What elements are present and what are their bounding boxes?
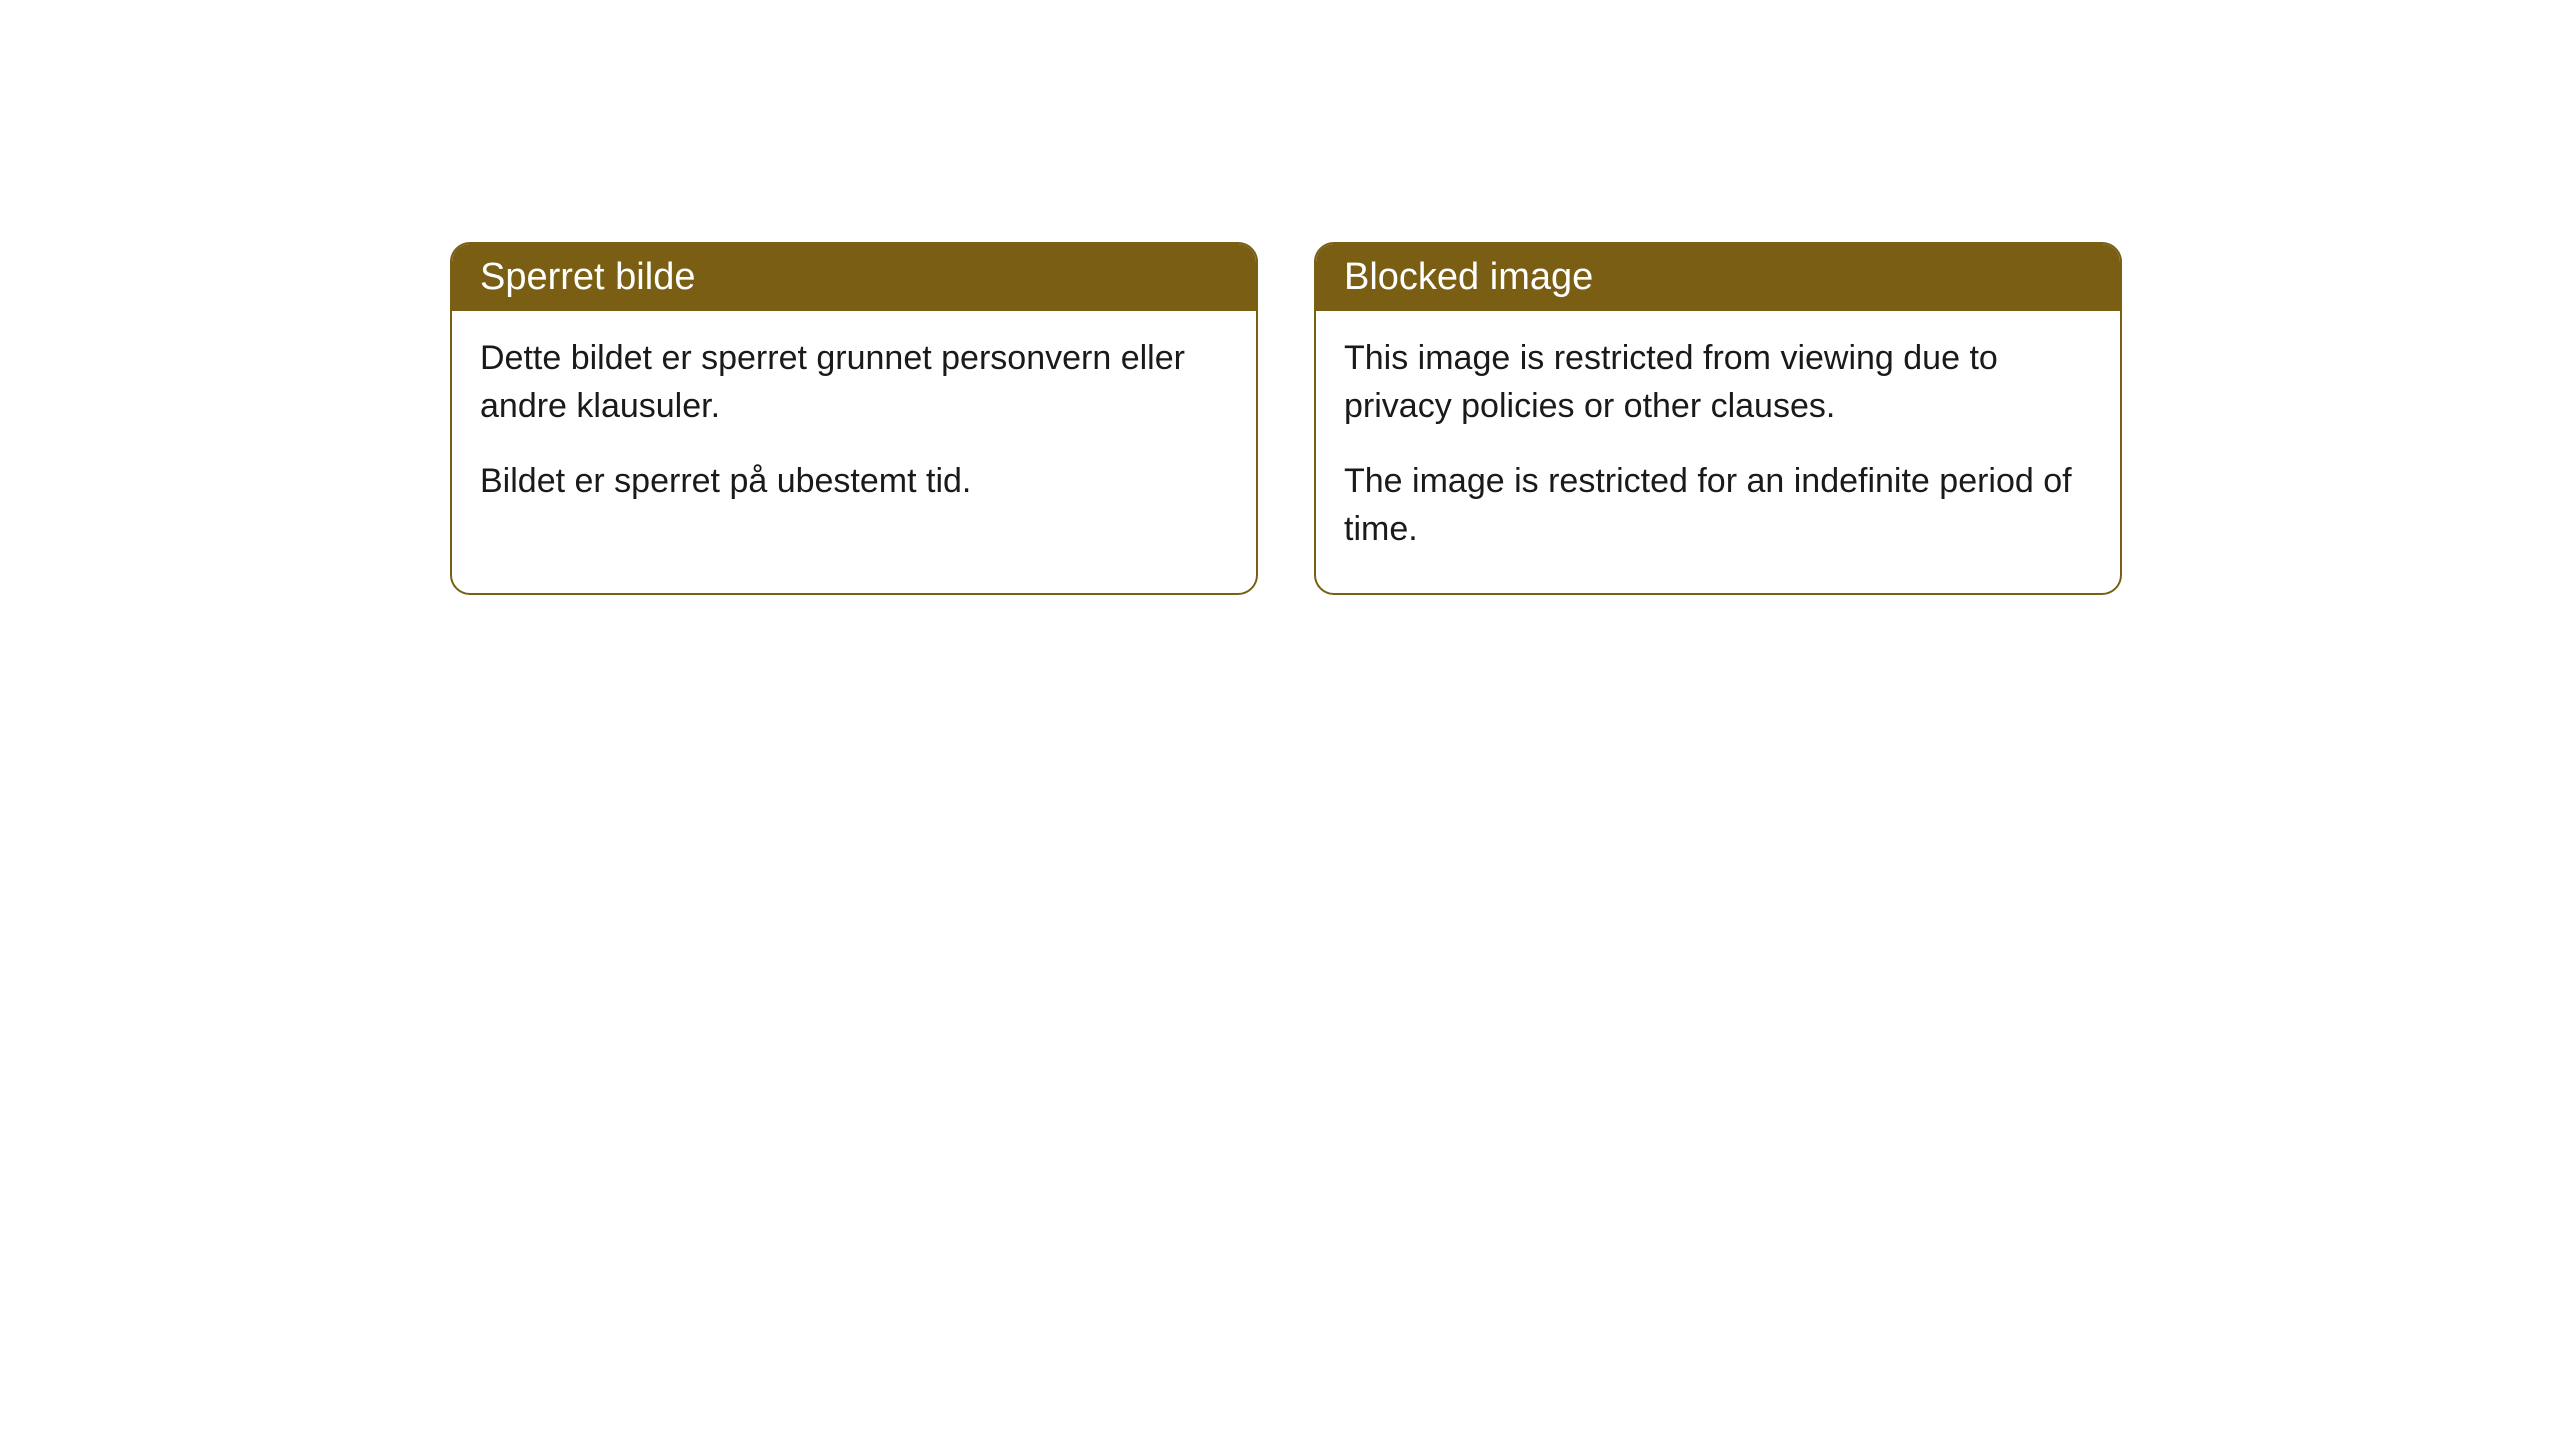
card-paragraph-1-no: Dette bildet er sperret grunnet personve… [480, 335, 1228, 430]
card-body-en: This image is restricted from viewing du… [1316, 311, 2120, 593]
card-header-no: Sperret bilde [452, 244, 1256, 311]
cards-container: Sperret bilde Dette bildet er sperret gr… [0, 0, 2560, 595]
blocked-image-card-en: Blocked image This image is restricted f… [1314, 242, 2122, 595]
card-paragraph-2-no: Bildet er sperret på ubestemt tid. [480, 458, 1228, 506]
card-paragraph-1-en: This image is restricted from viewing du… [1344, 335, 2092, 430]
blocked-image-card-no: Sperret bilde Dette bildet er sperret gr… [450, 242, 1258, 595]
card-header-en: Blocked image [1316, 244, 2120, 311]
card-body-no: Dette bildet er sperret grunnet personve… [452, 311, 1256, 546]
card-paragraph-2-en: The image is restricted for an indefinit… [1344, 458, 2092, 553]
